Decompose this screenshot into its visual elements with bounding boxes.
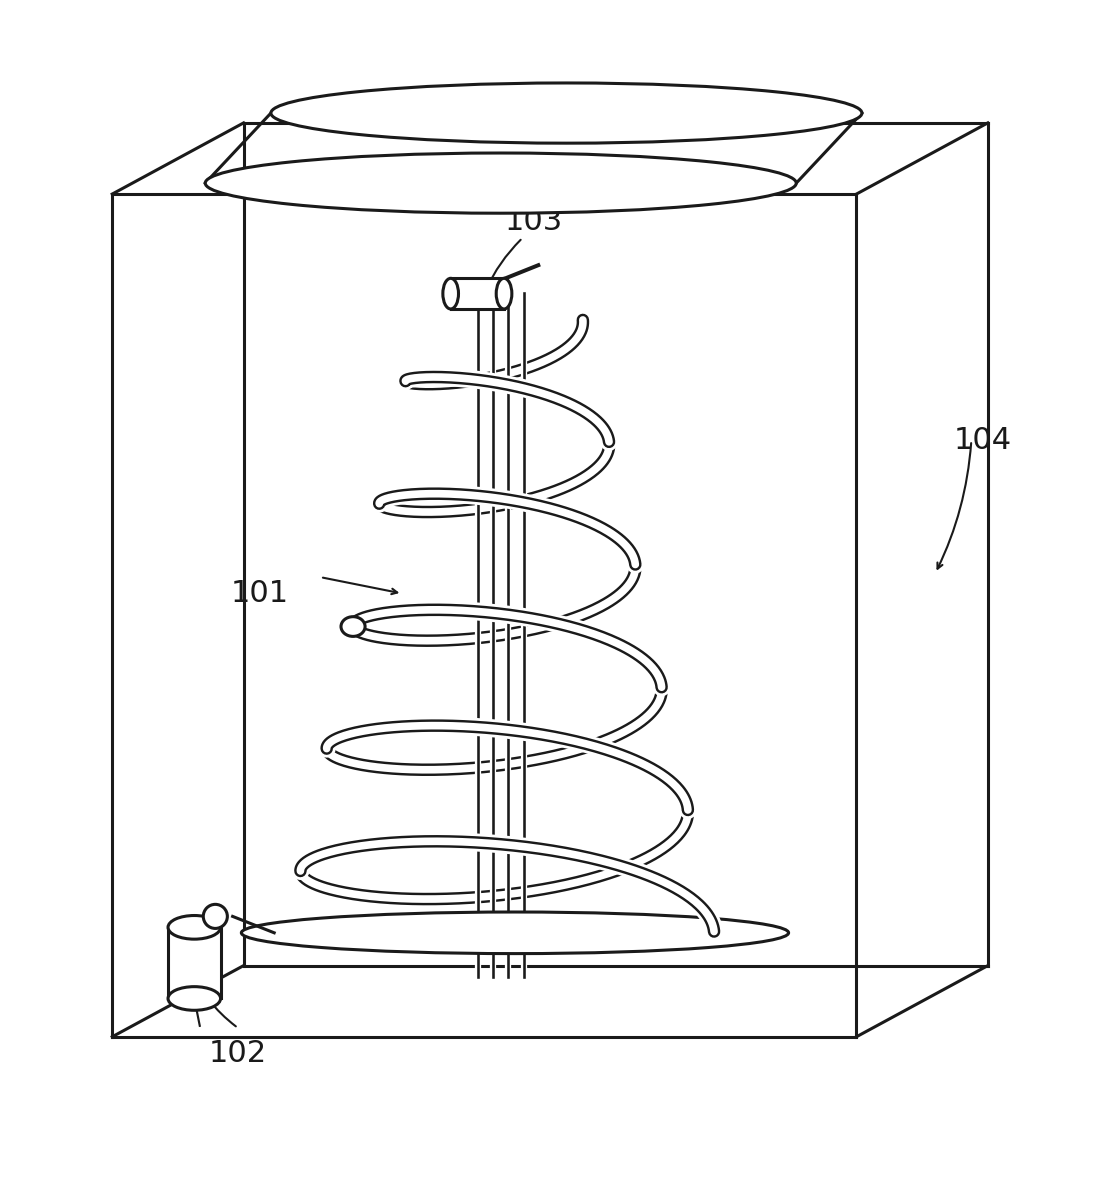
Ellipse shape xyxy=(206,153,796,213)
Text: 102: 102 xyxy=(209,1039,267,1067)
Text: 101: 101 xyxy=(231,579,289,609)
Bar xyxy=(168,927,221,998)
Circle shape xyxy=(204,904,228,928)
Ellipse shape xyxy=(168,915,221,939)
Ellipse shape xyxy=(496,278,512,309)
Ellipse shape xyxy=(443,278,459,309)
Text: 104: 104 xyxy=(954,425,1011,455)
Ellipse shape xyxy=(168,987,221,1010)
FancyBboxPatch shape xyxy=(451,278,504,309)
Ellipse shape xyxy=(271,83,862,144)
Ellipse shape xyxy=(241,912,789,954)
Text: 103: 103 xyxy=(505,207,563,236)
Ellipse shape xyxy=(341,617,365,636)
